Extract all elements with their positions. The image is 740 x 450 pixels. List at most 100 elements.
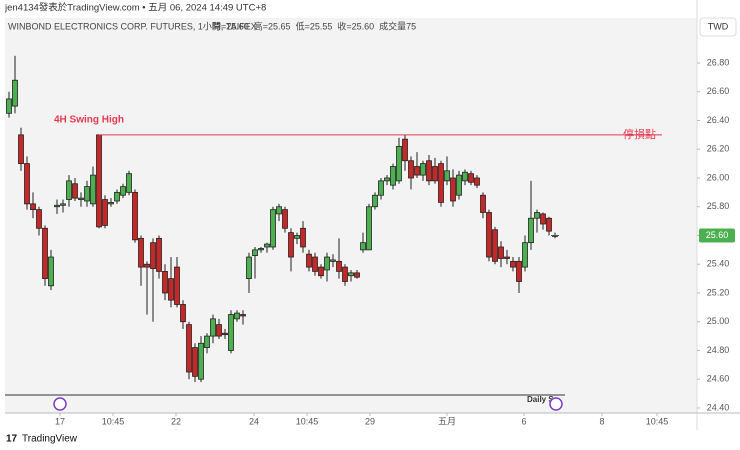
candle-body xyxy=(408,160,414,179)
candle-body xyxy=(426,160,432,182)
y-tick-label: 26.20 xyxy=(707,144,730,154)
candle-body xyxy=(66,180,72,200)
plot-background xyxy=(5,18,697,413)
candle-body xyxy=(222,332,228,336)
candle-body xyxy=(306,253,312,268)
candle-body xyxy=(354,272,360,278)
candle-body xyxy=(204,335,210,348)
candle-body xyxy=(192,347,198,377)
candle-body xyxy=(36,209,42,229)
candle-body xyxy=(264,243,270,248)
marker-label: Daily S xyxy=(527,395,554,404)
candle-body xyxy=(522,242,528,268)
candle-body xyxy=(210,318,216,337)
ohlc-readout: 開=25.60 xyxy=(212,21,249,31)
y-tick-label: 24.60 xyxy=(707,374,730,384)
candle-body xyxy=(444,170,450,182)
candle-body xyxy=(126,173,132,193)
x-tick-label: 17 xyxy=(55,416,65,426)
candle-body xyxy=(6,98,12,114)
candle-body xyxy=(450,177,456,202)
candle-body xyxy=(258,248,264,251)
candle-body xyxy=(90,174,96,205)
candle-body xyxy=(528,217,534,244)
candle-body xyxy=(18,134,24,165)
candle-body xyxy=(24,163,30,205)
candle-body xyxy=(12,79,18,107)
candle-body xyxy=(348,272,354,277)
candle-body xyxy=(108,202,114,205)
candle-body xyxy=(78,197,84,200)
level-label: 停損點 xyxy=(623,127,656,141)
currency: TWD xyxy=(708,21,729,31)
candle-body xyxy=(456,174,462,196)
candle-body xyxy=(120,186,126,196)
candle-body xyxy=(270,209,276,248)
candle-body xyxy=(516,260,522,282)
candle-body xyxy=(234,312,240,320)
candle-body xyxy=(312,256,318,272)
candle-body xyxy=(378,180,384,196)
candle-body xyxy=(72,183,78,199)
level-note: 4H Swing High xyxy=(54,115,124,126)
candle-body xyxy=(384,177,390,182)
candle-body xyxy=(540,213,546,225)
candle-body xyxy=(330,259,336,262)
candle-body xyxy=(420,163,426,176)
candle-body xyxy=(402,138,408,162)
candle-body xyxy=(390,166,396,186)
candle-body xyxy=(492,229,498,262)
candle-body xyxy=(276,206,282,215)
ohlc-readout: 成交量75 xyxy=(379,20,416,31)
candle-body xyxy=(252,249,258,257)
candle-body xyxy=(60,203,66,206)
event-icon[interactable] xyxy=(549,397,563,411)
candle-body xyxy=(180,304,186,323)
candle-body xyxy=(414,166,420,176)
candle-body xyxy=(474,177,480,186)
footer-logo: 17 xyxy=(6,434,18,445)
candle-body xyxy=(342,266,348,282)
x-tick-label: 10:45 xyxy=(296,416,319,426)
candle-body xyxy=(156,237,162,272)
y-tick-label: 24.40 xyxy=(707,402,730,412)
candle-body xyxy=(300,227,306,248)
candle-body xyxy=(438,163,444,203)
ohlc-readout: 低=25.55 xyxy=(296,20,333,31)
candle-body xyxy=(486,212,492,258)
candle-body xyxy=(240,314,246,317)
x-tick-label: 8 xyxy=(599,416,604,426)
last-price-box xyxy=(699,228,735,243)
x-tick-label: 10:45 xyxy=(102,416,125,426)
publisher-bar: jen4134發表於TradingView.com • 五月 06, 2024 … xyxy=(4,2,266,14)
candle-body xyxy=(48,256,54,287)
candle-body xyxy=(294,235,300,239)
candle-body xyxy=(144,263,150,268)
chart-title: WINBOND ELECTRONICS CORP. FUTURES, 1小時, … xyxy=(8,21,257,31)
candle-body xyxy=(174,266,180,305)
y-tick-label: 26.40 xyxy=(707,115,730,125)
candle-body xyxy=(216,324,222,337)
candle-body xyxy=(372,194,378,208)
x-tick-label: 10:45 xyxy=(646,416,669,426)
event-icon[interactable] xyxy=(53,397,67,411)
y-tick-label: 25.20 xyxy=(707,287,730,297)
candle-body xyxy=(168,278,174,301)
candle-body xyxy=(546,217,552,232)
candle-body xyxy=(432,166,438,182)
candle-body xyxy=(324,256,330,271)
y-tick-label: 25.80 xyxy=(707,201,730,211)
candle-body xyxy=(138,237,144,268)
candle-body xyxy=(228,314,234,351)
svg-text:17: 17 xyxy=(6,434,18,445)
candle-body xyxy=(102,199,108,226)
candle-body xyxy=(282,209,288,229)
candle-body xyxy=(498,246,504,259)
candle-body xyxy=(336,260,342,272)
candle-body xyxy=(360,242,366,251)
candle-body xyxy=(510,260,516,268)
x-tick-label: 24 xyxy=(249,416,259,426)
x-tick-label: 29 xyxy=(365,416,375,426)
